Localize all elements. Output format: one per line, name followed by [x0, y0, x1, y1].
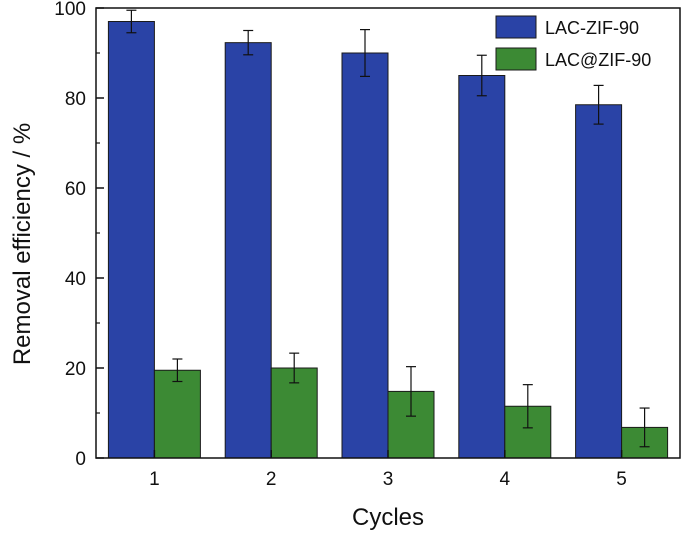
- legend-swatch-series-2: [495, 47, 537, 71]
- bar-series-1-cycle-2: [224, 42, 272, 459]
- y-tick-label-100: 100: [54, 0, 86, 20]
- x-tick-label-1: 1: [149, 469, 160, 490]
- plot-area: [107, 9, 669, 459]
- y-tick-label-0: 0: [75, 449, 86, 470]
- x-axis-title: Cycles: [352, 504, 424, 531]
- legend-label-series-2: LAC@ZIF-90: [545, 50, 651, 70]
- x-tick-label-2: 2: [266, 469, 277, 490]
- y-tick-label-60: 60: [65, 179, 86, 200]
- x-tick-label-5: 5: [616, 469, 627, 490]
- legend: LAC-ZIF-90 LAC@ZIF-90: [495, 15, 651, 71]
- y-axis-title: Removal efficiency / %: [9, 123, 36, 365]
- legend-label-series-1: LAC-ZIF-90: [545, 18, 639, 38]
- legend-swatch-series-1: [495, 15, 537, 39]
- bar-series-1-cycle-4: [458, 75, 506, 459]
- axes: 0 20 40 60 80 100 1 2 3 4 5: [54, 0, 681, 490]
- y-tick-label-40: 40: [65, 269, 86, 290]
- y-tick-label-80: 80: [65, 89, 86, 110]
- bar-series-1-cycle-3: [341, 52, 389, 459]
- bar-series-1-cycle-5: [575, 104, 623, 459]
- bar-series-1-cycle-1: [107, 21, 155, 459]
- y-tick-label-20: 20: [65, 359, 86, 380]
- bar-series-2-cycle-1: [153, 369, 201, 459]
- x-tick-label-3: 3: [383, 469, 394, 490]
- x-tick-label-4: 4: [500, 469, 511, 490]
